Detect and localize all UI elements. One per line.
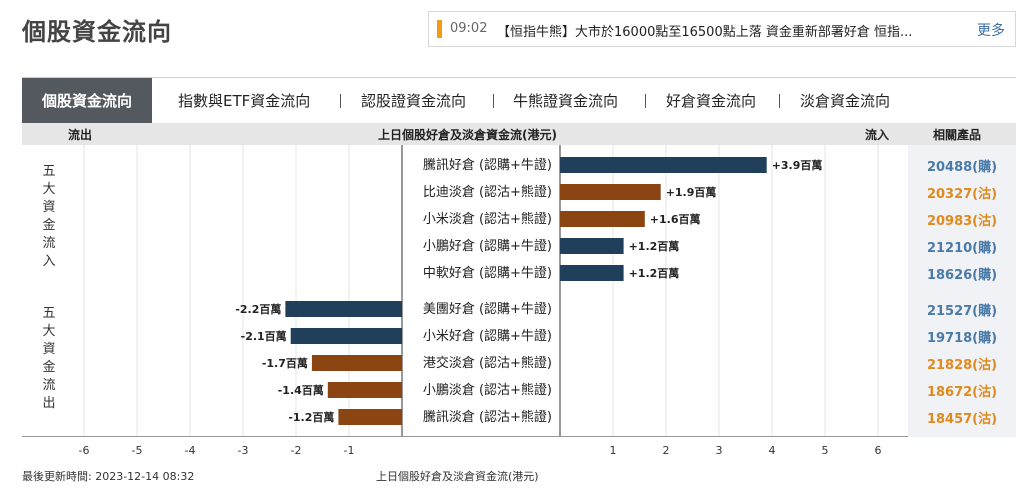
chart-header-bar: 流出 上日個股好倉及淡倉資金流(港元) 流入 相關產品: [22, 123, 1016, 145]
x-tick-label: -5: [131, 444, 143, 457]
chart-header-title: 上日個股好倉及淡倉資金流(港元): [378, 128, 557, 142]
row-category-label: 中軟好倉 (認購+牛證): [423, 265, 552, 281]
related-product-link[interactable]: 20327(沽): [926, 187, 998, 202]
tab-divider: [779, 94, 780, 108]
more-link[interactable]: 更多: [977, 23, 1005, 39]
row-category-label: 港交淡倉 (認沽+熊證): [423, 355, 552, 371]
tab-index-etf-flow[interactable]: 指數與ETF資金流向: [178, 92, 311, 110]
related-product-link[interactable]: 18626(購): [926, 268, 998, 283]
x-tick-label: -4: [184, 444, 196, 457]
row-category-label: 小米淡倉 (認沽+熊證): [423, 211, 552, 227]
tab-bear-flow[interactable]: 淡倉資金流向: [800, 92, 891, 110]
tab-divider: [340, 94, 341, 108]
x-tick-label: 5: [821, 444, 829, 457]
bar-value-label: -1.7百萬: [262, 356, 308, 370]
outflow-header: 流出: [68, 128, 93, 142]
bar-value-label: +1.2百萬: [629, 266, 680, 280]
tab-stock-flow[interactable]: 個股資金流向: [22, 78, 153, 124]
row-category-label: 美團好倉 (認購+牛證): [423, 301, 552, 317]
x-tick-label: 1: [609, 444, 617, 457]
x-tick-label: 4: [768, 444, 776, 457]
fund-flow-chart: 騰訊好倉 (認購+牛證) +3.9百萬比迪淡倉 (認沽+熊證) +1.9百萬小米淡倉…: [22, 145, 1016, 437]
outflow-group-label: 五大資金流出: [42, 306, 56, 411]
news-ticker[interactable]: 09:02 【恒指牛熊】大市於16000點至16500點上落 資金重新部署好倉 …: [428, 11, 1016, 47]
row-category-label: 小鵬淡倉 (認沽+熊證): [423, 382, 552, 398]
bar-value-label: -2.1百萬: [241, 329, 287, 343]
row-category-label: 騰訊淡倉 (認沽+熊證): [423, 409, 552, 425]
tab-bull-flow[interactable]: 好倉資金流向: [666, 92, 757, 110]
tab-divider: [645, 94, 646, 108]
outflow-bar: [327, 382, 402, 398]
tab-cbbc-flow[interactable]: 牛熊證資金流向: [513, 92, 619, 110]
x-tick-label: 2: [662, 444, 670, 457]
bar-value-label: +1.2百萬: [629, 239, 680, 253]
inflow-bar: [560, 157, 767, 173]
related-product-link[interactable]: 19718(購): [926, 331, 998, 346]
bar-value-label: +1.9百萬: [666, 185, 717, 199]
related-products-header: 相關產品: [933, 128, 982, 142]
x-tick-label: -3: [237, 444, 249, 457]
inflow-header: 流入: [865, 128, 890, 142]
related-product-link[interactable]: 21527(購): [926, 304, 998, 319]
tab-bar: 個股資金流向 指數與ETF資金流向 認股證資金流向 牛熊證資金流向 好倉資金流向…: [22, 77, 1016, 124]
row-category-label: 比迪淡倉 (認沽+熊證): [423, 184, 552, 200]
tab-warrant-flow[interactable]: 認股證資金流向: [361, 92, 467, 110]
inflow-bar: [560, 211, 645, 227]
related-product-link[interactable]: 21828(沽): [926, 358, 998, 373]
x-tick-label: -6: [78, 444, 90, 457]
bar-value-label: +3.9百萬: [772, 158, 823, 172]
related-product-link[interactable]: 18457(沽): [926, 412, 998, 427]
bar-value-label: -2.2百萬: [235, 302, 281, 316]
ticker-headline[interactable]: 【恒指牛熊】大市於16000點至16500點上落 資金重新部署好倉 恒指...: [497, 25, 913, 40]
outflow-bar: [338, 409, 402, 425]
bar-value-label: -1.4百萬: [278, 383, 324, 397]
bar-value-label: +1.6百萬: [650, 212, 701, 226]
related-product-link[interactable]: 18672(沽): [926, 385, 998, 400]
bar-value-label: -1.2百萬: [288, 410, 334, 424]
x-tick-label: 6: [874, 444, 882, 457]
x-tick-label: 3: [715, 444, 723, 457]
inflow-group-label: 五大資金流入: [42, 164, 56, 269]
inflow-bar: [560, 265, 624, 281]
tab-divider: [493, 94, 494, 108]
related-product-link[interactable]: 20488(購): [926, 160, 998, 175]
inflow-bar: [560, 238, 624, 254]
row-category-label: 小米好倉 (認購+牛證): [423, 328, 552, 344]
row-category-label: 小鵬好倉 (認購+牛證): [423, 238, 552, 254]
outflow-bar: [290, 328, 402, 344]
outflow-bar: [285, 301, 402, 317]
page-title: 個股資金流向: [22, 18, 172, 46]
outflow-bar: [311, 355, 402, 371]
ticker-accent-bar: [437, 20, 442, 38]
x-tick-label: -1: [343, 444, 355, 457]
related-product-link[interactable]: 20983(沽): [926, 214, 998, 229]
last-updated: 最後更新時間: 2023-12-14 08:32: [22, 470, 195, 483]
chart-caption: 上日個股好倉及淡倉資金流(港元): [376, 470, 539, 483]
related-products-column: 20488(購) 20327(沽) 20983(沽) 21210(購) 18626(購)…: [908, 145, 1016, 437]
related-product-link[interactable]: 21210(購): [926, 241, 998, 256]
inflow-bar: [560, 184, 661, 200]
ticker-time: 09:02: [450, 21, 488, 36]
row-category-label: 騰訊好倉 (認購+牛證): [423, 157, 552, 173]
x-tick-label: -2: [290, 444, 302, 457]
